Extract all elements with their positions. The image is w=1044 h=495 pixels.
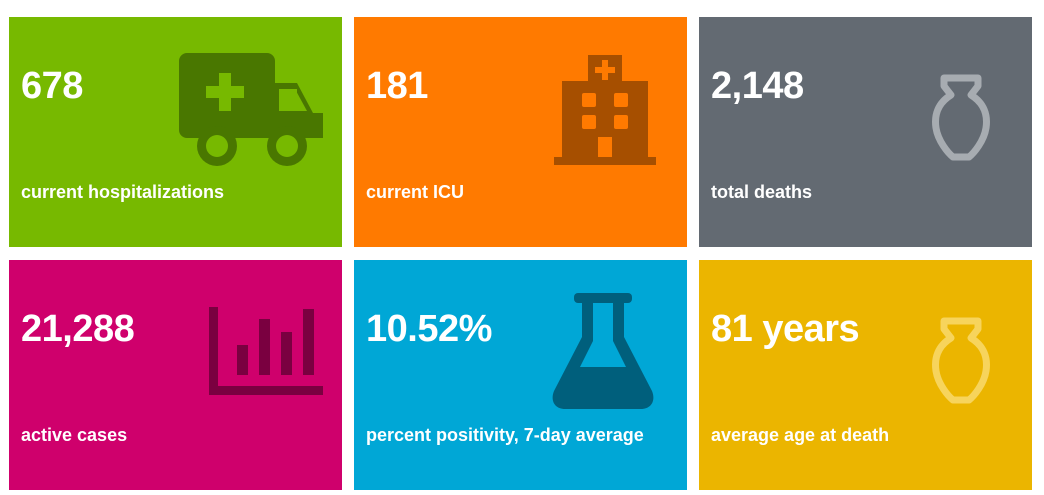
stat-value: 2,148 bbox=[711, 65, 804, 107]
stat-label: current hospitalizations bbox=[21, 182, 225, 202]
urn-icon bbox=[931, 73, 991, 163]
tile-current-icu[interactable]: 181 current ICU bbox=[354, 17, 687, 247]
tile-average-age-at-death[interactable]: 81 years average age at death bbox=[699, 260, 1032, 490]
stat-label: total deaths bbox=[711, 182, 813, 202]
stat-label: current ICU bbox=[366, 182, 465, 202]
tile-active-cases[interactable]: 21,288 active cases bbox=[9, 260, 342, 490]
stat-value: 21,288 bbox=[21, 308, 135, 350]
flask-icon bbox=[552, 293, 654, 411]
bar-chart-icon bbox=[207, 307, 325, 397]
stat-value: 181 bbox=[366, 65, 428, 107]
stat-value: 81 years bbox=[711, 308, 860, 350]
ambulance-icon bbox=[179, 53, 324, 166]
stat-label: active cases bbox=[21, 425, 128, 445]
tile-current-hospitalizations[interactable]: 678 current hospitalizations bbox=[9, 17, 342, 247]
stat-value: 678 bbox=[21, 65, 83, 107]
tile-percent-positivity[interactable]: 10.52% percent positivity, 7-day average bbox=[354, 260, 687, 490]
hospital-icon bbox=[554, 55, 656, 167]
stat-label: percent positivity, 7-day average bbox=[366, 425, 644, 445]
tile-total-deaths[interactable]: 2,148 total deaths bbox=[699, 17, 1032, 247]
stat-value: 10.52% bbox=[366, 308, 492, 350]
urn-icon bbox=[931, 316, 991, 406]
stat-label: average age at death bbox=[711, 425, 890, 445]
